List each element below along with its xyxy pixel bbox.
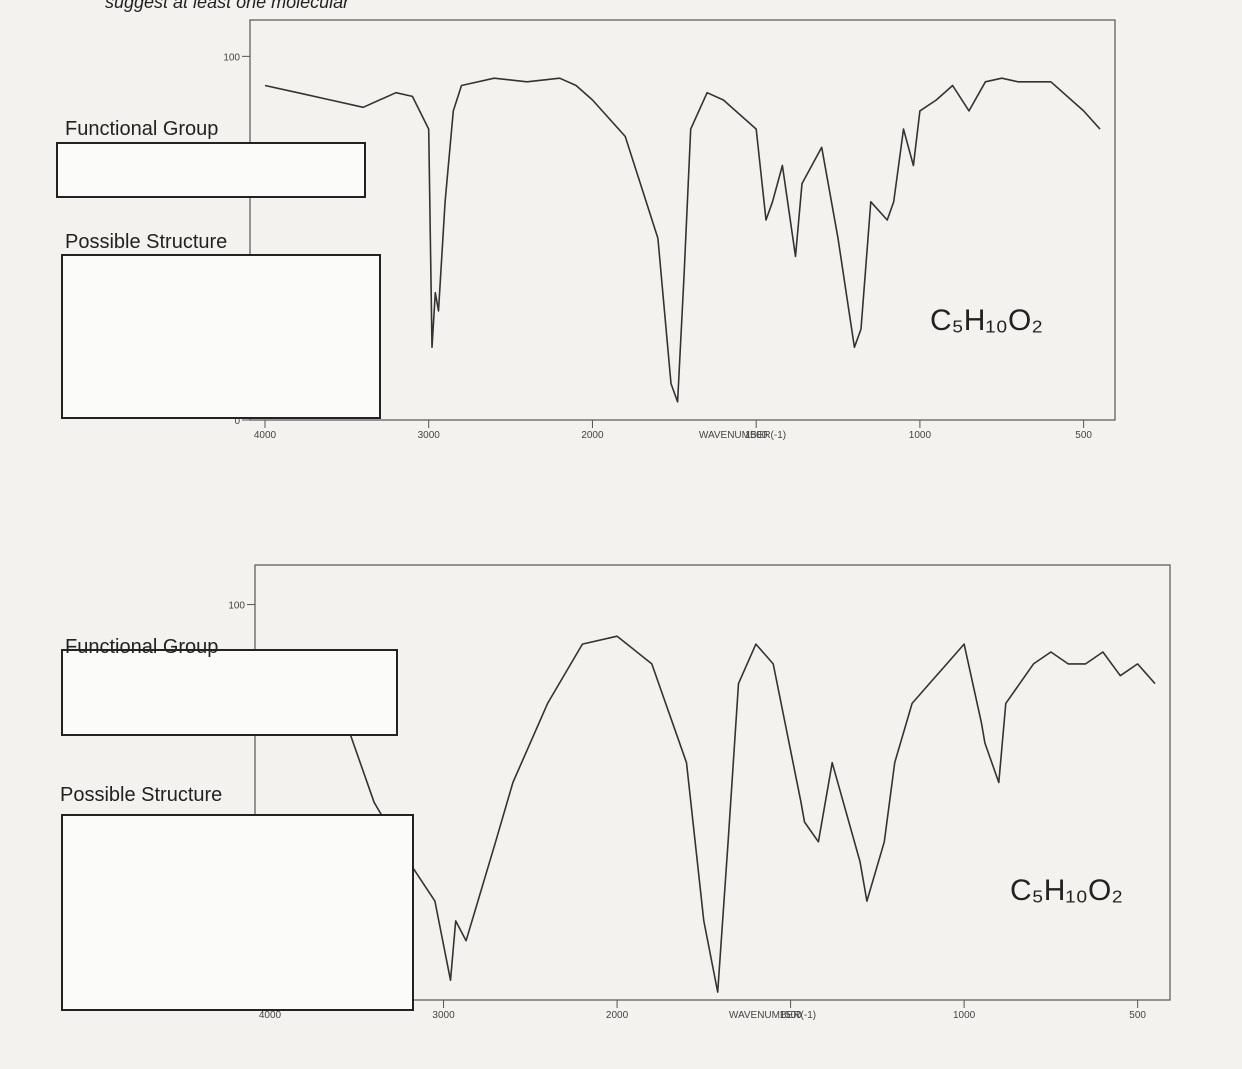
x-axis-label: WAVENUMBER(-1) xyxy=(699,430,786,441)
functional-group-box[interactable] xyxy=(56,142,366,198)
x-tick-label: 4000 xyxy=(259,1010,282,1021)
y-tick-label: 0 xyxy=(234,416,240,427)
structure-label: Possible Structure xyxy=(65,231,227,253)
x-tick-label: 1500 xyxy=(779,1010,802,1021)
x-tick-label: 3000 xyxy=(418,430,441,441)
formula: C₅H₁₀O₂ xyxy=(1010,874,1123,907)
spectrum-line xyxy=(269,635,1156,993)
y-tick-label: 100 xyxy=(223,52,240,63)
x-axis-label: WAVENUMBER(-1) xyxy=(729,1010,816,1021)
plot-frame xyxy=(254,564,1171,1001)
formula: C₅H₁₀O₂ xyxy=(930,304,1043,337)
x-tick-label: 2000 xyxy=(606,1010,629,1021)
structure-label: Possible Structure xyxy=(60,784,222,806)
functional-group-label: Functional Group xyxy=(65,118,218,140)
functional-group-box[interactable] xyxy=(61,649,398,736)
x-tick-label: 4000 xyxy=(254,430,277,441)
x-tick-label: 500 xyxy=(1075,430,1092,441)
x-tick-label: 2000 xyxy=(581,430,604,441)
structure-box[interactable] xyxy=(61,814,414,1011)
x-tick-label: 500 xyxy=(1129,1010,1146,1021)
x-tick-label: 1000 xyxy=(909,430,932,441)
functional-group-label: Functional Group xyxy=(65,636,218,658)
x-tick-label: 1500 xyxy=(745,430,768,441)
plot-frame xyxy=(249,19,1116,421)
spectrum-line xyxy=(264,77,1101,403)
instruction: suggest at least one molecular xyxy=(105,0,350,12)
structure-box[interactable] xyxy=(61,254,381,419)
y-tick-label: 100 xyxy=(228,601,245,612)
x-tick-label: 1000 xyxy=(953,1010,976,1021)
x-tick-label: 3000 xyxy=(432,1010,455,1021)
